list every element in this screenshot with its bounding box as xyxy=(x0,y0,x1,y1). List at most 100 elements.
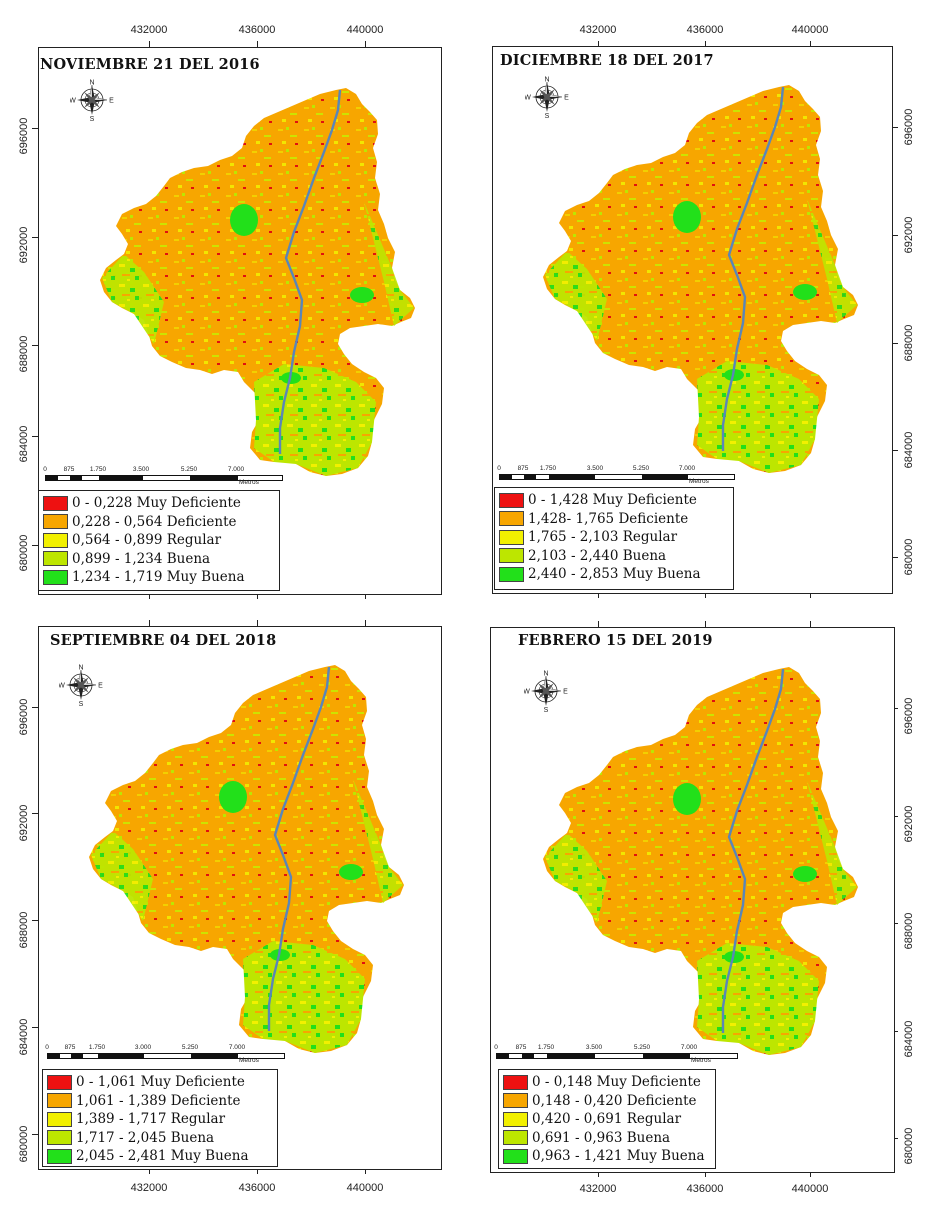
x-tick-bottom: 432000 xyxy=(579,1183,617,1195)
scale-bar: 0 875 1.750 3.500 5.250 7.000 Metros xyxy=(494,1044,774,1067)
ndvi-map-2018 xyxy=(89,665,404,1053)
compass-e: E xyxy=(563,689,568,696)
map-title: NOVIEMBRE 21 DEL 2016 xyxy=(40,56,260,73)
tick-mark xyxy=(892,1031,898,1032)
legend-item: 1,428- 1,765 Deficiente xyxy=(499,510,729,529)
tick-mark xyxy=(705,1171,706,1177)
scale-label: 5.250 xyxy=(180,466,198,473)
y-tick-right: 684000 xyxy=(903,1020,915,1058)
compass-e: E xyxy=(109,98,114,105)
scale-label: 0 xyxy=(497,465,501,472)
compass-n: N xyxy=(543,671,548,678)
legend-label: 1,389 - 1,717 Regular xyxy=(76,1111,226,1128)
tick-mark xyxy=(892,708,898,709)
y-tick-left: 696000 xyxy=(18,117,30,155)
scale-unit: Metros xyxy=(691,1057,711,1064)
tick-mark xyxy=(149,593,150,599)
y-tick-left: 688000 xyxy=(18,335,30,373)
map-title: FEBRERO 15 DEL 2019 xyxy=(518,632,713,649)
y-tick-left: 680000 xyxy=(18,534,30,572)
scale-bar-frame xyxy=(499,474,735,480)
tick-mark xyxy=(810,592,811,598)
legend-swatch xyxy=(47,1111,72,1127)
tick-mark xyxy=(705,41,706,47)
scale-label: 875 xyxy=(517,465,529,472)
legend-item: 1,717 - 2,045 Buena xyxy=(47,1129,273,1148)
legend-swatch xyxy=(499,566,524,582)
scale-bar-frame xyxy=(45,475,283,481)
tick-mark xyxy=(365,620,366,626)
compass-n: N xyxy=(89,80,94,87)
tick-mark xyxy=(892,127,898,128)
compass-n: N xyxy=(78,665,83,672)
scale-label: 875 xyxy=(64,1044,76,1051)
legend-item: 0,963 - 1,421 Muy Buena xyxy=(503,1147,711,1166)
legend-label: 0,899 - 1,234 Buena xyxy=(72,550,211,567)
tick-mark xyxy=(892,923,898,924)
tick-mark xyxy=(598,592,599,598)
legend-item: 2,045 - 2,481 Muy Buena xyxy=(47,1147,273,1166)
legend-label: 0 - 1,428 Muy Deficiente xyxy=(528,492,697,509)
ndvi-map-2019 xyxy=(543,667,858,1055)
y-tick-left: 680000 xyxy=(18,1125,30,1163)
north-arrow-icon: N S E W xyxy=(525,77,569,120)
scale-label: 7.000 xyxy=(678,465,696,472)
y-tick-left: 696000 xyxy=(18,698,30,736)
scale-label: 0 xyxy=(43,466,47,473)
legend-label: 1,717 - 2,045 Buena xyxy=(76,1129,215,1146)
legend-swatch xyxy=(43,514,68,530)
tick-mark xyxy=(892,235,898,236)
legend-swatch xyxy=(43,551,68,567)
tick-mark xyxy=(32,237,38,238)
scale-label: 0 xyxy=(45,1044,49,1051)
legend-swatch xyxy=(43,495,68,511)
scale-label: 5.250 xyxy=(181,1044,199,1051)
tick-mark xyxy=(892,557,898,558)
tick-mark xyxy=(149,41,150,47)
legend-swatch xyxy=(499,492,524,508)
scale-label: 5.250 xyxy=(633,1044,651,1051)
scale-label: 3.500 xyxy=(132,466,150,473)
legend-label: 0,963 - 1,421 Muy Buena xyxy=(532,1148,705,1165)
scale-label: 1.750 xyxy=(89,466,107,473)
y-tick-right: 688000 xyxy=(903,912,915,950)
scale-bar: 0 875 1.750 3.500 5.250 7.000 Metros xyxy=(43,466,323,489)
legend-label: 0,564 - 0,899 Regular xyxy=(72,532,222,549)
legend-label: 0 - 0,228 Muy Deficiente xyxy=(72,495,241,512)
compass-w: W xyxy=(70,98,76,105)
scale-label: 7.000 xyxy=(228,1044,246,1051)
legend-swatch xyxy=(503,1111,528,1127)
legend-label: 0 - 1,061 Muy Deficiente xyxy=(76,1074,245,1091)
y-tick-left: 684000 xyxy=(18,1018,30,1056)
tick-mark xyxy=(32,920,38,921)
legend-swatch xyxy=(503,1130,528,1146)
compass-w: W xyxy=(525,95,531,102)
legend-swatch xyxy=(43,532,68,548)
y-tick-right: 696000 xyxy=(903,108,915,146)
tick-mark xyxy=(365,593,366,599)
tick-mark xyxy=(810,621,811,627)
tick-mark xyxy=(257,41,258,47)
legend-label: 0,228 - 0,564 Deficiente xyxy=(72,513,237,530)
legend-item: 0,564 - 0,899 Regular xyxy=(43,531,275,550)
legend-swatch xyxy=(43,569,68,585)
map-frame xyxy=(38,47,442,595)
tick-mark xyxy=(705,592,706,598)
compass-w: W xyxy=(524,689,530,696)
y-tick-right: 696000 xyxy=(903,697,915,735)
tick-mark xyxy=(149,1168,150,1174)
y-tick-right: 680000 xyxy=(903,1127,915,1165)
legend-item: 0,420 - 0,691 Regular xyxy=(503,1110,711,1129)
legend-swatch xyxy=(499,529,524,545)
legend: 0 - 0,148 Muy Deficiente 0,148 - 0,420 D… xyxy=(498,1069,716,1169)
x-tick-top: 440000 xyxy=(791,24,829,36)
legend-label: 1,061 - 1,389 Deficiente xyxy=(76,1092,241,1109)
y-tick-right: 680000 xyxy=(903,538,915,576)
map-title: SEPTIEMBRE 04 DEL 2018 xyxy=(50,632,277,649)
compass-s: S xyxy=(544,707,549,713)
legend-item: 0,899 - 1,234 Buena xyxy=(43,550,275,569)
tick-mark xyxy=(365,41,366,47)
scale-bar: 0 875 1.750 3.500 5.250 7.000 Metros xyxy=(497,465,777,488)
tick-mark xyxy=(892,816,898,817)
legend-swatch xyxy=(47,1074,72,1090)
